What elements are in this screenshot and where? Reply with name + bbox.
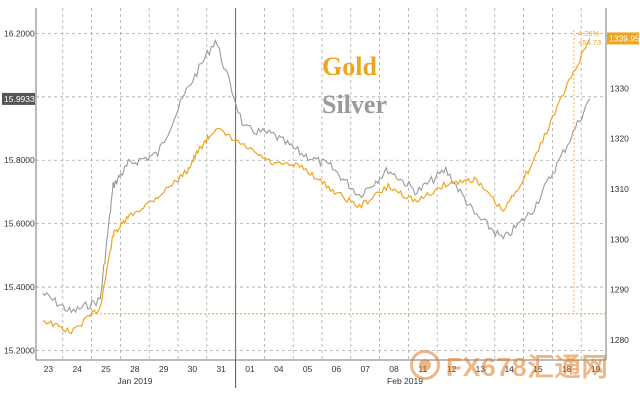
left-tick-label: 15.8000 — [4, 155, 35, 165]
left-tick-label: 15.4000 — [4, 282, 35, 292]
silver-last-value: 15.9933 — [4, 94, 35, 104]
x-tick-label: 12 — [447, 364, 457, 374]
x-tick-label: 28 — [130, 364, 140, 374]
right-tick-label: 1320 — [610, 134, 629, 144]
x-tick-label: 31 — [216, 364, 226, 374]
month-label-feb: Feb 2019 — [387, 376, 423, 386]
right-tick-label: 1310 — [610, 184, 629, 194]
gold-pct-change: 4.26% — [578, 29, 600, 38]
x-tick-label: 29 — [159, 364, 169, 374]
silver-series-line — [42, 38, 591, 314]
x-tick-label: 15 — [533, 364, 543, 374]
left-tick-label: 16.2000 — [4, 28, 35, 38]
x-tick-label: 23 — [44, 364, 54, 374]
x-tick-label: 04 — [274, 364, 284, 374]
label-layer: 15.200015.400015.600015.800016.000016.20… — [2, 28, 640, 386]
x-tick-label: 25 — [101, 364, 111, 374]
left-tick-label: 15.6000 — [4, 219, 35, 229]
right-tick-label: 1280 — [610, 335, 629, 345]
x-tick-label: 08 — [389, 364, 399, 374]
right-tick-label: 1290 — [610, 285, 629, 295]
x-tick-label: 19 — [591, 364, 601, 374]
x-tick-label: 05 — [303, 364, 313, 374]
right-tick-label: 1330 — [610, 83, 629, 93]
x-tick-label: 01 — [245, 364, 255, 374]
month-label-jan: Jan 2019 — [118, 376, 153, 386]
watermark-text: FX678汇通网 — [446, 351, 609, 382]
silver-last-value-tag — [2, 92, 35, 105]
gold-series-line — [42, 38, 591, 335]
series-layer — [42, 30, 606, 335]
chart-axes — [35, 8, 607, 388]
x-tick-label: 07 — [360, 364, 370, 374]
gold-last-value-tag — [607, 32, 639, 45]
x-tick-label: 24 — [72, 364, 82, 374]
x-tick-label: 14 — [504, 364, 514, 374]
x-tick-label: 18 — [562, 364, 572, 374]
left-tick-label: 15.2000 — [4, 345, 35, 355]
legend-silver: Silver — [322, 90, 387, 119]
gold-abs-change: +54.73 — [578, 38, 601, 47]
x-tick-label: 06 — [332, 364, 342, 374]
gold-last-value: 1339.95 — [609, 33, 640, 43]
right-tick-label: 1300 — [610, 234, 629, 244]
watermark: FX678汇通网 — [410, 346, 625, 384]
x-tick-label: 30 — [188, 364, 198, 374]
fx678-logo-icon — [410, 350, 440, 380]
legend-gold: Gold — [322, 52, 377, 81]
grid-lines — [36, 8, 606, 360]
x-tick-label: 13 — [476, 364, 486, 374]
